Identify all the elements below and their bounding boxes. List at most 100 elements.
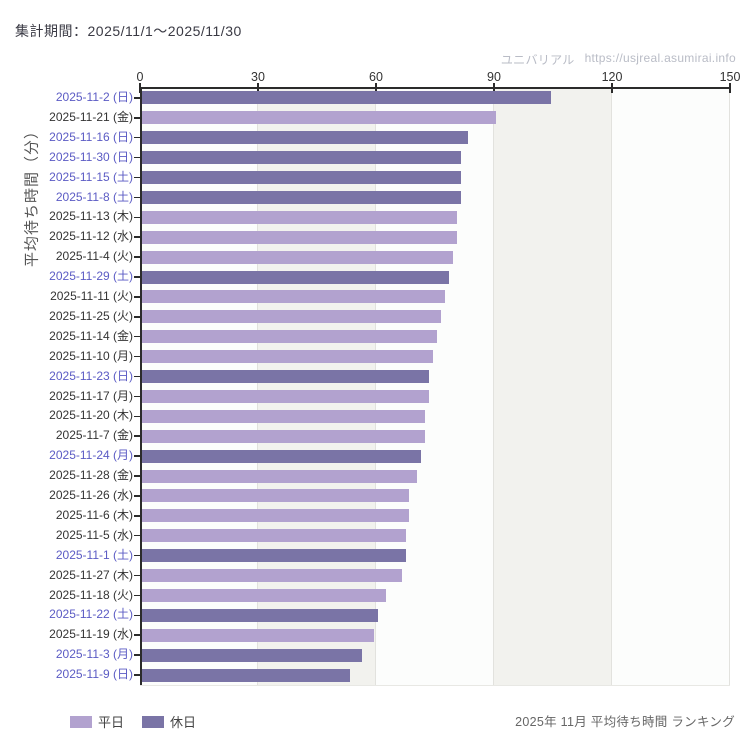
wait-time-bar (142, 151, 461, 165)
table-row: 2025-11-5 (水) (0, 526, 750, 546)
y-tick-mark (134, 355, 141, 358)
plot-band (376, 88, 494, 685)
date-label: 2025-11-9 (日) (55, 667, 133, 682)
chart-legend: 平日 休日 (70, 712, 196, 731)
wait-time-bar (142, 190, 461, 204)
bar-rows: 2025-11-2 (日) 2025-11-21 (金) 2025-11-16 (日… (0, 88, 750, 685)
x-tick-label: 90 (487, 70, 501, 84)
table-row: 2025-11-20 (木) (0, 406, 750, 426)
table-row: 2025-11-17 (月) (0, 387, 750, 407)
wait-time-bar (142, 111, 496, 125)
wait-time-bar (142, 509, 410, 523)
date-label: 2025-11-16 (日) (49, 129, 133, 144)
y-tick-mark (134, 395, 141, 398)
y-tick-mark (134, 435, 141, 437)
table-row: 2025-11-2 (日) (0, 88, 750, 108)
y-tick-mark (134, 97, 141, 99)
table-row: 2025-11-16 (日) (0, 128, 750, 148)
y-tick-mark (134, 256, 141, 258)
table-row: 2025-11-23 (日) (0, 367, 750, 387)
date-label: 2025-11-23 (日) (49, 368, 133, 383)
wait-time-bar (142, 91, 552, 105)
gridline (375, 88, 376, 685)
date-label: 2025-11-18 (火) (49, 587, 133, 602)
date-label: 2025-11-19 (水) (49, 627, 133, 642)
date-label: 2025-11-13 (木) (49, 209, 133, 224)
legend-weekday-label: 平日 (98, 715, 125, 730)
table-row: 2025-11-27 (木) (0, 566, 750, 586)
y-tick-mark (134, 475, 141, 477)
wait-time-bar (142, 290, 445, 304)
plot-band (612, 88, 730, 685)
date-label: 2025-11-30 (日) (49, 149, 133, 164)
y-tick-mark (134, 515, 141, 517)
wait-time-bar (142, 230, 457, 244)
wait-time-bar (142, 270, 449, 284)
table-row: 2025-11-18 (火) (0, 586, 750, 606)
y-tick-mark (134, 415, 141, 418)
y-tick-mark (134, 375, 141, 378)
table-row: 2025-11-12 (水) (0, 227, 750, 247)
wait-time-bar (142, 529, 406, 543)
wait-time-bar (142, 350, 434, 364)
y-tick-mark (134, 176, 141, 179)
date-label: 2025-11-14 (金) (49, 328, 133, 343)
wait-time-bar (142, 569, 402, 583)
table-row: 2025-11-30 (日) (0, 148, 750, 168)
wait-time-bar (142, 409, 426, 423)
wait-time-bar (142, 668, 351, 682)
report-period-label: 集計期間：2025/11/1～2025/11/30 (15, 23, 242, 39)
wait-time-bar (142, 449, 422, 463)
x-tick-mark (257, 83, 259, 93)
table-row: 2025-11-28 (金) (0, 466, 750, 486)
gridline (611, 88, 612, 685)
date-label: 2025-11-12 (水) (49, 229, 133, 244)
y-tick-mark (134, 316, 141, 318)
y-tick-mark (134, 674, 141, 676)
x-tick-label: 60 (369, 70, 383, 84)
table-row: 2025-11-19 (水) (0, 625, 750, 645)
table-row: 2025-11-26 (水) (0, 486, 750, 506)
date-label: 2025-11-22 (土) (49, 607, 133, 622)
table-row: 2025-11-15 (土) (0, 168, 750, 188)
wait-time-bar (142, 389, 430, 403)
legend-item-holiday: 休日 (142, 712, 196, 731)
legend-item-weekday: 平日 (70, 712, 124, 731)
y-tick-mark (134, 296, 141, 298)
wait-time-bar (142, 330, 437, 344)
date-label: 2025-11-11 (火) (50, 289, 133, 303)
y-tick-mark (134, 614, 141, 617)
date-label: 2025-11-6 (木) (55, 507, 133, 522)
x-tick-label: 0 (136, 70, 144, 84)
table-row: 2025-11-4 (火) (0, 247, 750, 267)
wait-time-bar (142, 171, 461, 185)
date-label: 2025-11-26 (水) (49, 488, 133, 502)
holiday-swatch-icon (142, 715, 165, 728)
y-tick-mark (134, 634, 141, 636)
date-label: 2025-11-21 (金) (49, 109, 133, 124)
y-tick-mark (134, 196, 141, 199)
plot-area (140, 88, 730, 686)
wait-time-bar (142, 628, 375, 642)
gridline (257, 88, 258, 685)
wait-time-bar (142, 549, 406, 563)
watermark-site-name: ユニバリアル (500, 53, 575, 67)
y-tick-mark (134, 534, 141, 537)
y-tick-mark (134, 554, 141, 557)
watermark-site-url: https://usjreal.asumirai.info (584, 51, 736, 65)
y-tick-mark (134, 594, 141, 597)
legend-holiday-label: 休日 (170, 715, 197, 730)
table-row: 2025-11-1 (土) (0, 546, 750, 566)
wait-time-bar (142, 210, 457, 224)
y-tick-mark (134, 216, 141, 219)
table-row: 2025-11-8 (土) (0, 188, 750, 208)
date-label: 2025-11-17 (月) (49, 388, 133, 403)
date-label: 2025-11-28 (金) (49, 468, 133, 483)
gridline (493, 88, 494, 685)
table-row: 2025-11-10 (月) (0, 347, 750, 367)
date-label: 2025-11-29 (土) (49, 269, 133, 284)
date-label: 2025-11-15 (土) (49, 169, 133, 184)
wait-time-bar (142, 131, 469, 145)
date-label: 2025-11-3 (月) (55, 647, 133, 662)
date-label: 2025-11-1 (土) (55, 547, 133, 562)
